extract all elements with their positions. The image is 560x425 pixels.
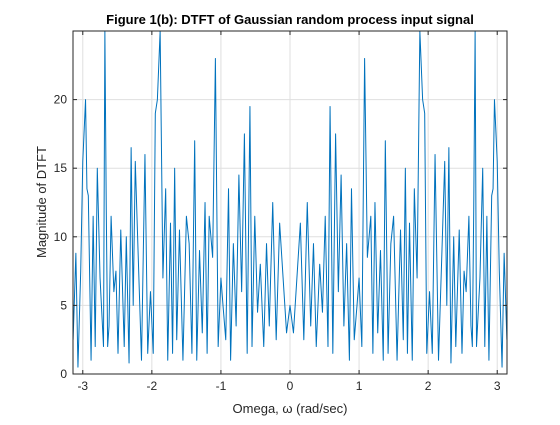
y-axis: 0 5 10 15 20 — [54, 93, 507, 381]
chart-title: Figure 1(b): DTFT of Gaussian random pro… — [106, 12, 474, 27]
x-tick-label: 3 — [494, 379, 501, 393]
y-tick-label: 10 — [54, 230, 68, 244]
x-tick-label: -1 — [216, 379, 227, 393]
y-tick-label: 15 — [54, 161, 68, 175]
x-axis: -3 -2 -1 0 1 2 3 — [77, 31, 501, 393]
y-tick-label: 20 — [54, 93, 68, 107]
x-tick-label: 0 — [287, 379, 294, 393]
y-axis-label: Magnitude of DTFT — [34, 146, 49, 258]
x-tick-label: 1 — [356, 379, 363, 393]
x-tick-label: 2 — [425, 379, 432, 393]
series-group — [73, 31, 507, 368]
x-tick-label: -3 — [77, 379, 88, 393]
y-tick-label: 0 — [60, 367, 67, 381]
x-axis-label: Omega, ω (rad/sec) — [233, 401, 348, 416]
y-tick-label: 5 — [60, 298, 67, 312]
series-line-0 — [73, 31, 507, 368]
x-tick-label: -2 — [147, 379, 158, 393]
